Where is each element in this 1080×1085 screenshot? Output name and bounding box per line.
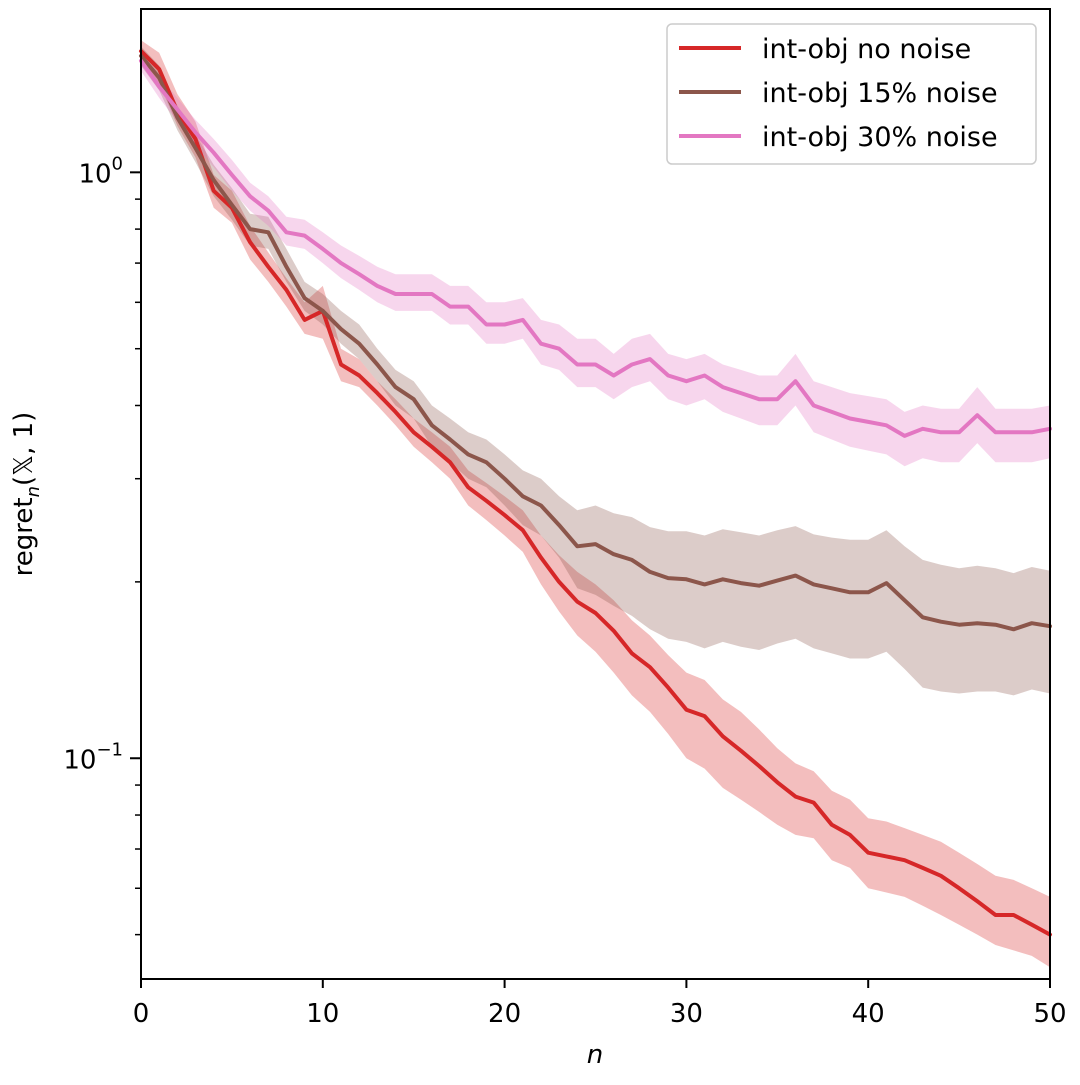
plot-frame — [140, 8, 1051, 980]
x-tick-label-20: 20 — [488, 999, 521, 1029]
series-line-int-obj-15pct-noise — [139, 53, 1052, 632]
x-axis-ticks: 0 10 20 30 40 50 — [133, 979, 1067, 1029]
legend: int-obj no noise int-obj 15% noise int-obj… — [666, 23, 1037, 165]
y-tick-label: 10−1 — [63, 739, 123, 775]
confidence-bands — [141, 40, 1050, 968]
x-tick-label-30: 30 — [670, 999, 703, 1029]
band-int-obj-no-noise — [141, 40, 1050, 968]
y-tick-label: 100 — [78, 153, 123, 189]
legend-box — [666, 23, 1037, 165]
y-axis-label-main: regret — [9, 497, 39, 576]
band-int-obj-15pct-noise — [141, 46, 1050, 696]
y-axis-ticks: 10−1 100 — [63, 153, 141, 936]
y-axis-label-subscript: n — [23, 486, 44, 497]
y-axis-label-args: (𝕏, 1) — [9, 412, 39, 486]
series-lines — [139, 49, 1052, 937]
series-line-int-obj-no-noise — [139, 49, 1052, 937]
legend-label-int-obj-30pct-noise: int-obj 30% noise — [762, 122, 998, 153]
x-tick-label-50: 50 — [1033, 999, 1066, 1029]
x-tick-label-10: 10 — [306, 999, 339, 1029]
legend-label-int-obj-15pct-noise: int-obj 15% noise — [762, 78, 998, 109]
x-axis-label: n — [587, 1040, 603, 1070]
x-tick-label-0: 0 — [133, 999, 150, 1029]
series-line-int-obj-30pct-noise — [139, 58, 1052, 438]
y-axis-label: regretn(𝕏, 1) — [9, 412, 44, 577]
band-int-obj-30pct-noise — [141, 51, 1050, 467]
x-tick-label-40: 40 — [852, 999, 885, 1029]
legend-label-int-obj-no-noise: int-obj no noise — [762, 34, 971, 65]
